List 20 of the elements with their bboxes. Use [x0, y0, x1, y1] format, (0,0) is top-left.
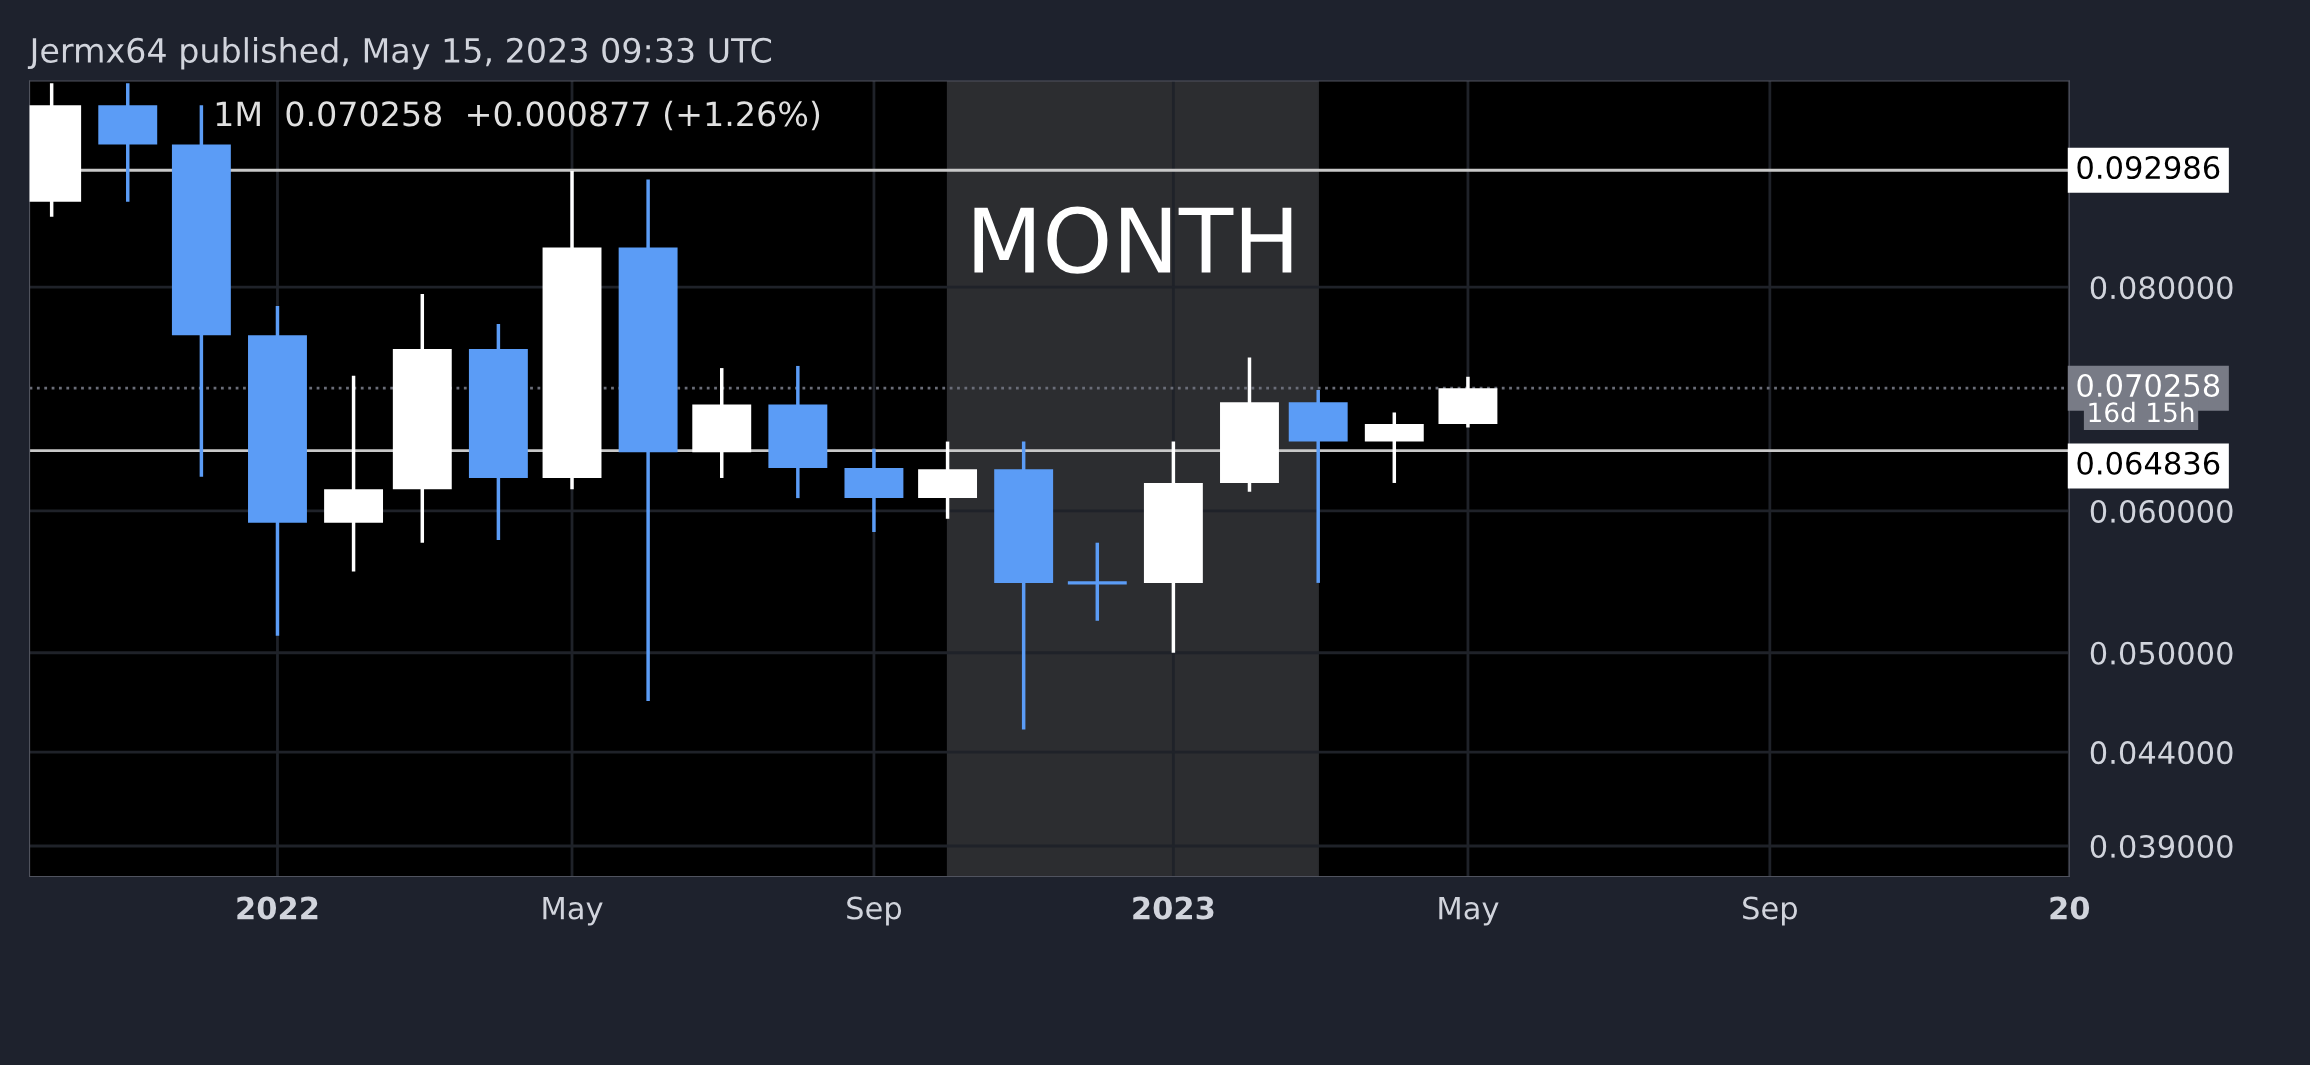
candlestick: [1067, 542, 1127, 621]
y-tick-label: 0.050000: [2090, 641, 2233, 665]
x-tick-label: Sep: [847, 896, 902, 926]
x-tick-label: 20: [2050, 896, 2090, 920]
y-tick-label: 0.039000: [2090, 834, 2233, 859]
band-label: MONTH: [974, 206, 1292, 274]
ref-line-label: 0.070258: [2077, 373, 2220, 398]
y-tick-label: 0.080000: [2090, 276, 2233, 300]
text: 16d 15h: [2089, 401, 2194, 423]
y-tick-label: 0.060000: [2090, 499, 2233, 524]
x-tick-label: 2023: [1133, 896, 1214, 920]
x-tick-label: May: [1439, 896, 1499, 926]
x-tick-label: Sep: [1743, 896, 1797, 926]
text: Jermx64 published, May 15, 2023 09:33 UTC: [27, 37, 772, 70]
y-tick-label: 0.044000: [2090, 741, 2233, 765]
x-tick-label: 2022: [237, 896, 318, 920]
ref-line-label: 0.092986: [2077, 155, 2220, 180]
text: 1M 0.070258 +0.000877 (+1.26%): [216, 100, 820, 131]
x-tick-label: May: [543, 896, 603, 926]
ref-line-label: 0.064836: [2077, 451, 2220, 475]
